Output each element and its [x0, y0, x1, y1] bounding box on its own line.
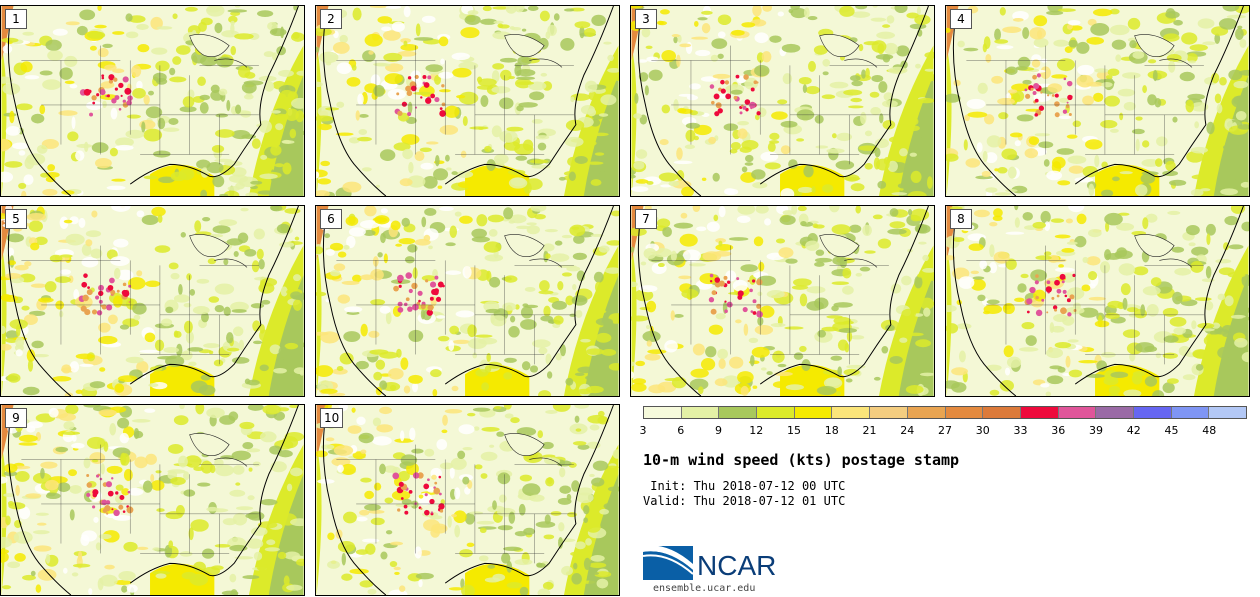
member-panel-7: 7 [630, 205, 935, 397]
colorbar-swatch [1133, 407, 1172, 418]
colorbar-tick-label: 36 [1051, 424, 1066, 437]
member-panel-1: 1 [0, 5, 305, 197]
colorbar-swatch [1209, 407, 1246, 418]
wind-map [1, 6, 304, 196]
member-number: 3 [635, 9, 657, 29]
colorbar-swatch [907, 407, 946, 418]
colorbar-swatch [681, 407, 720, 418]
wind-map [946, 206, 1249, 396]
member-number: 8 [950, 209, 972, 229]
member-number: 1 [5, 9, 27, 29]
colorbar-swatch [832, 407, 871, 418]
colorbar-tick-label: 27 [938, 424, 952, 437]
member-panel-8: 8 [945, 205, 1250, 397]
member-panel-2: 2 [315, 5, 620, 197]
colorbar-swatch [870, 407, 908, 418]
colorbar-tick-label: 12 [749, 424, 764, 437]
member-number: 9 [5, 408, 27, 428]
colorbar-swatch [794, 407, 833, 418]
member-number: 10 [320, 408, 344, 428]
colorbar-tick-label: 30 [975, 424, 990, 437]
member-number: 7 [635, 209, 657, 229]
colorbar-ticks: 3 6 9 12 15 18 21 24 27 30 33 36 39 42 45 48 [639, 424, 1247, 438]
member-number: 6 [320, 209, 342, 229]
wind-map [1, 405, 304, 595]
colorbar-tick-label: 9 [715, 424, 722, 437]
colorbar-tick-label: 3 [639, 424, 647, 437]
colorbar-tick-label: 24 [900, 424, 915, 437]
colorbar-swatch [719, 407, 758, 418]
colorbar-tick-label: 48 [1202, 424, 1217, 437]
init-time: Init: Thu 2018-07-12 00 UTC [643, 479, 846, 493]
wind-map [316, 6, 619, 196]
colorbar-tick-label: 18 [824, 424, 839, 437]
colorbar-tick-label: 42 [1126, 424, 1141, 437]
wind-map [946, 6, 1249, 196]
wind-map [1, 206, 304, 396]
member-panel-3: 3 [630, 5, 935, 197]
colorbar-swatch [945, 407, 984, 418]
wind-map [316, 405, 619, 595]
colorbar-tick-label: 33 [1013, 424, 1028, 437]
ncar-logo-icon [643, 545, 694, 580]
colorbar-tick-label: 15 [787, 424, 801, 437]
member-panel-5: 5 [0, 205, 305, 397]
member-number: 2 [320, 9, 342, 29]
wind-map [631, 6, 934, 196]
colorbar-tick-label: 39 [1089, 424, 1103, 437]
colorbar-tick-label: 21 [862, 424, 877, 437]
colorbar [643, 406, 1247, 419]
site-url: ensemble.ucar.edu [653, 583, 756, 594]
colorbar-swatch [644, 407, 682, 418]
colorbar-swatch [757, 407, 795, 418]
colorbar-swatch [1171, 407, 1210, 418]
wind-map [631, 206, 934, 396]
ncar-logo-text: NCAR [697, 550, 777, 581]
plot-title: 10-m wind speed (kts) postage stamp [643, 451, 960, 469]
colorbar-swatch [1058, 407, 1097, 418]
member-panel-9: 9 [0, 404, 305, 596]
colorbar-swatch [983, 407, 1021, 418]
member-panel-6: 6 [315, 205, 620, 397]
colorbar-tick-label: 6 [677, 424, 685, 437]
colorbar-swatch [1020, 407, 1059, 418]
wind-map [316, 206, 619, 396]
member-number: 5 [5, 209, 27, 229]
member-panel-10: 10 [315, 404, 620, 596]
colorbar-swatch [1096, 407, 1134, 418]
valid-time: Valid: Thu 2018-07-12 01 UTC [643, 494, 846, 508]
member-number: 4 [950, 9, 972, 29]
colorbar-tick-label: 45 [1164, 424, 1179, 437]
member-panel-4: 4 [945, 5, 1250, 197]
